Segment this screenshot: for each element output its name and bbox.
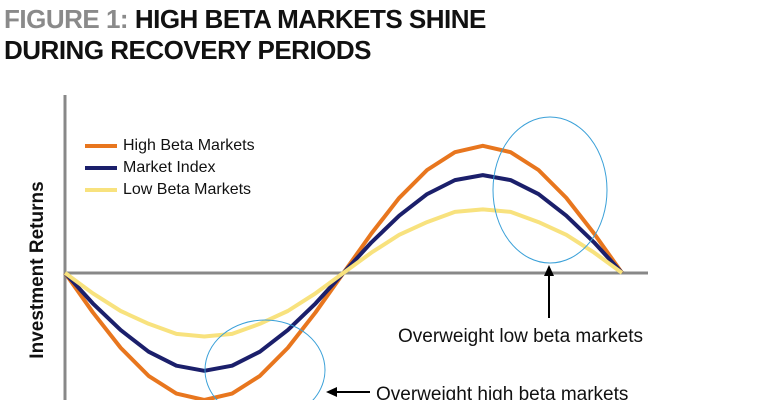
chart-title: HIGH BETA MARKETS SHINE DURING RECOVERY … [4,4,486,65]
y-axis-label: Investment Returns [27,181,48,358]
annotation: Overweight low beta markets [398,326,643,347]
arrow-head [326,387,337,397]
legend-label: High Beta Markets [123,137,255,154]
highlight-ellipse [204,319,326,400]
annotation: Overweight high beta markets [376,384,628,400]
legend-label: Market Index [123,159,215,176]
series-line [63,207,624,339]
plot: High Beta Markets Market Index Low Beta Ma… [63,137,624,400]
highlight-ellipse [492,116,608,264]
arrow-head [544,265,554,276]
title-block: FIGURE 1: HIGH BETA MARKETS SHINE DURING… [4,4,584,66]
figure-label: FIGURE 1: [4,4,129,34]
legend-label: Low Beta Markets [123,181,251,198]
